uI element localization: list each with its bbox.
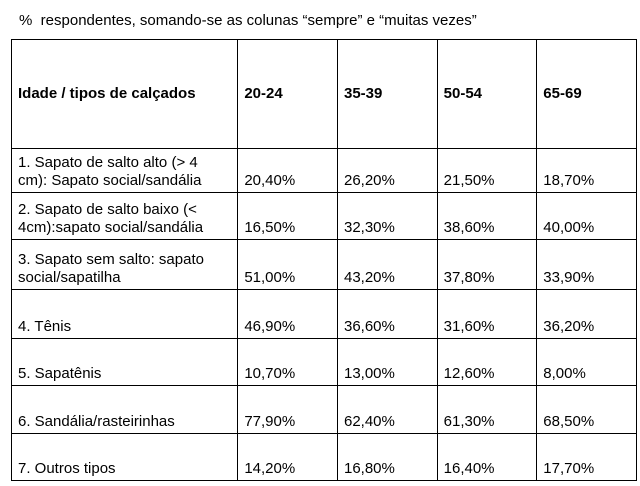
- type-line-2: social/sapatilha: [18, 269, 121, 286]
- type-line-1: 1. Sapato de salto alto (> 4: [18, 154, 198, 171]
- footwear-type-cell: 1. Sapato de salto alto (> 4 cm): Sapato …: [10, 148, 239, 193]
- value-cell: 36,20%: [536, 289, 637, 339]
- value-cell: 12,60%: [436, 338, 538, 386]
- value-cell: 40,00%: [536, 192, 637, 240]
- value-cell: 33,90%: [536, 239, 637, 290]
- header-type: Idade / tipos de calçados: [10, 39, 239, 149]
- value-cell: 46,90%: [237, 289, 338, 339]
- value-cell: 37,80%: [436, 239, 538, 290]
- value-cell: 38,60%: [436, 192, 538, 240]
- value-cell: 16,40%: [436, 433, 538, 481]
- value-cell: 14,20%: [237, 433, 338, 481]
- table-row: 7. Outros tipos 14,20% 16,80% 16,40% 17,…: [10, 433, 637, 481]
- header-age-50-54: 50-54: [436, 39, 538, 149]
- footwear-type-cell: 3. Sapato sem salto: sapato social/sapati…: [10, 239, 239, 290]
- table-row: 3. Sapato sem salto: sapato social/sapati…: [10, 239, 637, 290]
- value-cell: 31,60%: [436, 289, 538, 339]
- type-line-2: 4cm):sapato social/sandália: [18, 219, 204, 236]
- table-row: 1. Sapato de salto alto (> 4 cm): Sapato …: [10, 148, 637, 193]
- footwear-survey-table: Idade / tipos de calçados 20-24 35-39 50…: [10, 39, 637, 481]
- value-cell: 61,30%: [436, 385, 538, 434]
- header-age-65-69: 65-69: [536, 39, 637, 149]
- footwear-type-cell: 2. Sapato de salto baixo (< 4cm):sapato s…: [10, 192, 239, 240]
- value-cell: 16,80%: [336, 433, 438, 481]
- header-age-35-39: 35-39: [336, 39, 438, 149]
- footwear-type-cell: 5. Sapatênis: [10, 338, 239, 386]
- value-cell: 77,90%: [237, 385, 338, 434]
- value-cell: 68,50%: [536, 385, 637, 434]
- value-cell: 17,70%: [536, 433, 637, 481]
- footwear-type-cell: 4. Tênis: [10, 289, 239, 339]
- value-cell: 43,20%: [336, 239, 438, 290]
- table-row: 4. Tênis 46,90% 36,60% 31,60% 36,20%: [10, 289, 637, 339]
- value-cell: 21,50%: [436, 148, 538, 193]
- value-cell: 16,50%: [237, 192, 338, 240]
- value-cell: 20,40%: [237, 148, 338, 193]
- header-row: Idade / tipos de calçados 20-24 35-39 50…: [10, 39, 637, 149]
- value-cell: 51,00%: [237, 239, 338, 290]
- value-cell: 26,20%: [336, 148, 438, 193]
- type-line-1: 2. Sapato de salto baixo (<: [18, 201, 197, 218]
- value-cell: 18,70%: [536, 148, 637, 193]
- value-cell: 13,00%: [336, 338, 438, 386]
- value-cell: 8,00%: [536, 338, 637, 386]
- value-cell: 62,40%: [336, 385, 438, 434]
- footwear-type-cell: 7. Outros tipos: [10, 433, 239, 481]
- header-age-20-24: 20-24: [237, 39, 338, 149]
- value-cell: 36,60%: [336, 289, 438, 339]
- table-caption: % respondentes, somando-se as colunas “s…: [19, 12, 477, 29]
- value-cell: 10,70%: [237, 338, 338, 386]
- footwear-type-cell: 6. Sandália/rasteirinhas: [10, 385, 239, 434]
- type-line-1: 3. Sapato sem salto: sapato: [18, 251, 204, 268]
- type-line-2: cm): Sapato social/sandália: [18, 172, 202, 189]
- value-cell: 32,30%: [336, 192, 438, 240]
- table-row: 6. Sandália/rasteirinhas 77,90% 62,40% 6…: [10, 385, 637, 434]
- table-row: 2. Sapato de salto baixo (< 4cm):sapato s…: [10, 192, 637, 240]
- table-row: 5. Sapatênis 10,70% 13,00% 12,60% 8,00%: [10, 338, 637, 386]
